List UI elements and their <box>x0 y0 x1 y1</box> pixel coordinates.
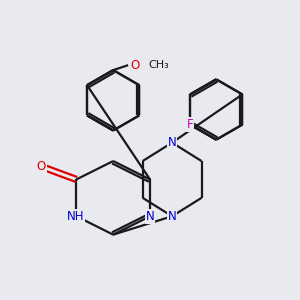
Text: CH₃: CH₃ <box>148 60 169 70</box>
Text: F: F <box>187 118 194 131</box>
Text: N: N <box>146 210 154 223</box>
Text: NH: NH <box>67 210 84 223</box>
Text: O: O <box>37 160 46 173</box>
Text: N: N <box>168 136 176 149</box>
Text: O: O <box>130 59 140 72</box>
Text: N: N <box>168 210 176 223</box>
